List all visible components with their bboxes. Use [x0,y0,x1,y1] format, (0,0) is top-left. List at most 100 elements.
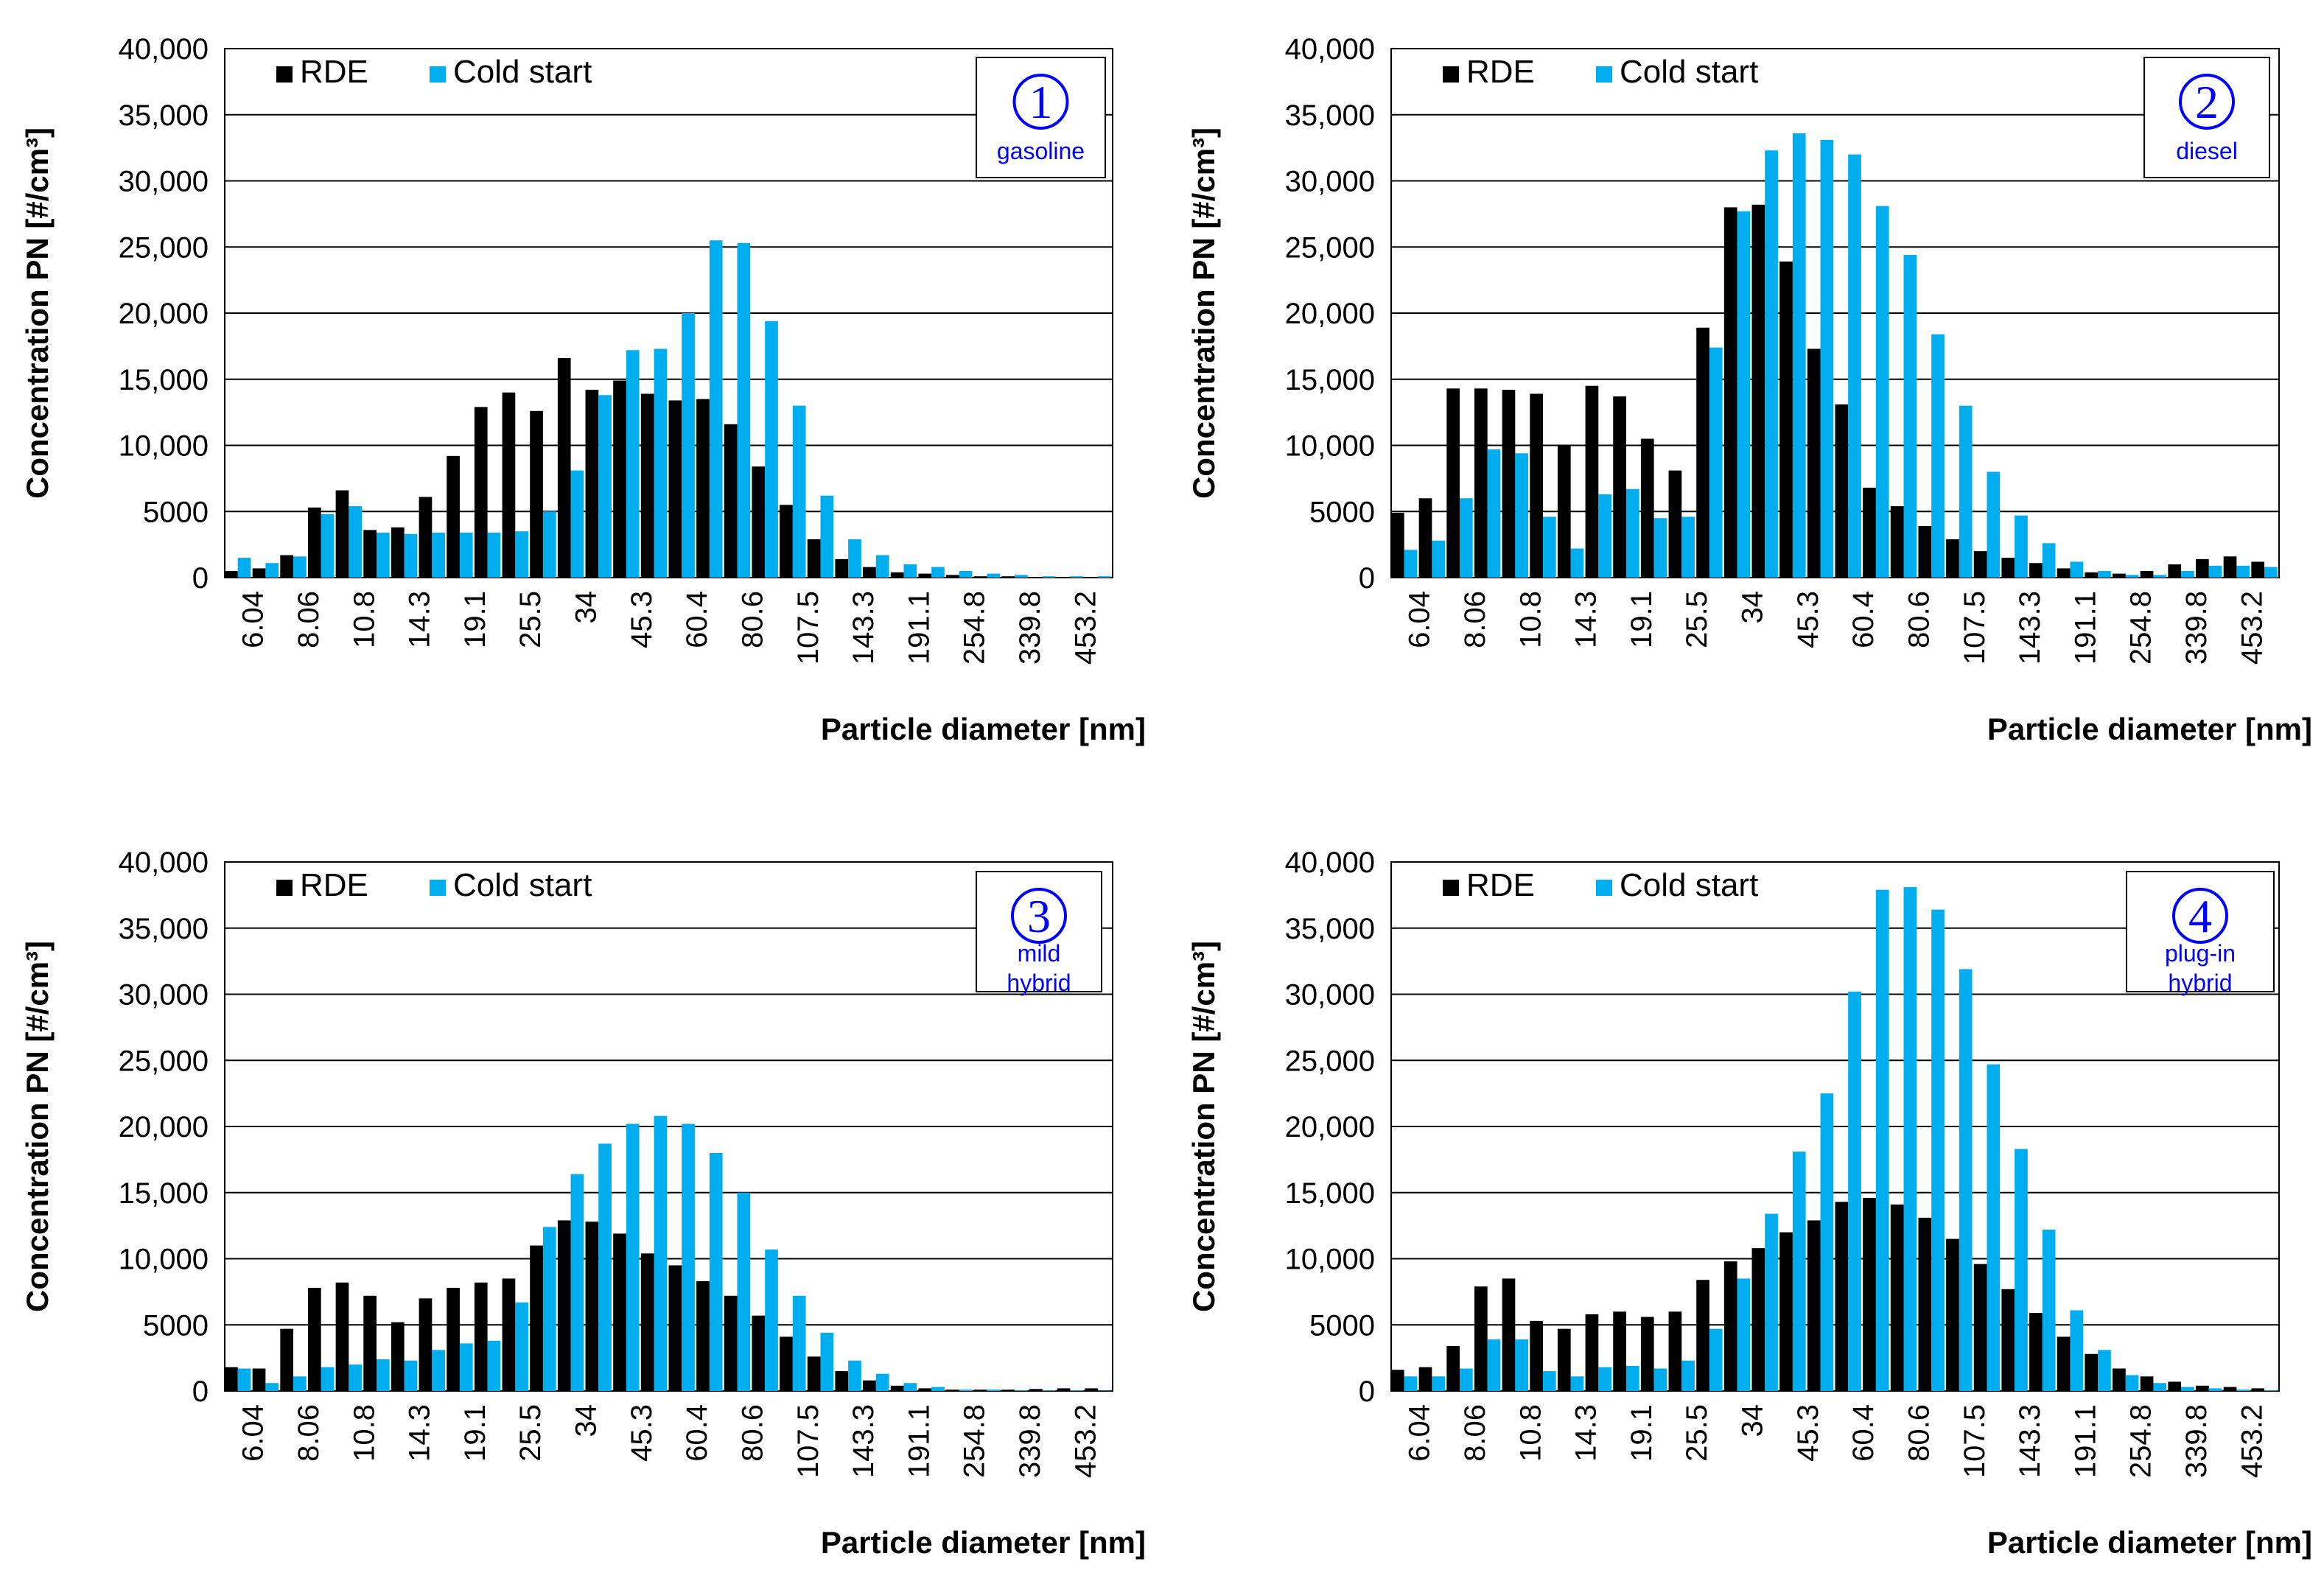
bar-cold-start [931,1387,945,1391]
bar-cold-start [1015,1390,1028,1391]
bar-rde [1779,1232,1793,1391]
bar-rde [530,1245,543,1391]
x-tick-label: 10.8 [1514,591,1547,648]
bar-cold-start [1792,1152,1806,1391]
badge-frame [2143,57,2270,178]
bar-cold-start [1460,498,1473,578]
x-tick-label: 107.5 [1959,591,1991,665]
bar-rde [1057,1388,1071,1391]
x-tick-label: 19.1 [459,1404,491,1462]
bar-cold-start [2208,565,2222,578]
y-tick-label: 25,000 [119,231,209,264]
bar-cold-start [1709,347,1723,578]
y-tick-label: 5000 [1309,496,1375,528]
bar-rde [1502,1278,1516,1391]
bar-rde [1446,388,1460,578]
bar-cold-start [459,1343,473,1391]
bar-cold-start [1570,548,1584,578]
bar-rde [280,555,294,578]
bar-cold-start [1987,472,2001,578]
bar-rde [1946,539,1959,578]
bar-cold-start [2181,1387,2194,1391]
bar-cold-start [820,1333,834,1391]
bar-rde [363,1295,377,1391]
y-tick-label: 15,000 [119,364,209,396]
bar-cold-start [1542,1371,1556,1391]
bar-rde [225,571,238,578]
bar-rde [474,407,488,578]
bar-cold-start [737,1192,751,1391]
bar-rde [696,399,710,578]
y-tick-label: 15,000 [119,1177,209,1210]
bar-rde [2168,1381,2182,1391]
bar-rde [2085,1353,2099,1391]
x-tick-label: 19.1 [1625,591,1658,648]
x-tick-label: 80.6 [1903,591,1935,648]
bar-cold-start [432,532,445,578]
legend-label-cold-start: Cold start [1620,867,1758,903]
badge-number: 2 [2195,76,2219,128]
bar-cold-start [626,350,640,578]
legend-label-rde: RDE [1466,54,1535,90]
bar-cold-start [654,348,668,578]
bar-cold-start [682,1124,695,1391]
x-tick-label: 254.8 [2125,1404,2157,1478]
bar-cold-start [1098,576,1111,578]
bar-cold-start [1848,154,1861,578]
bar-cold-start [265,1383,279,1391]
x-tick-label: 6.04 [1404,1404,1436,1462]
panel-badge: 2 diesel [2143,57,2270,178]
bar-rde [2223,556,2237,578]
x-tick-label: 34 [570,591,603,624]
bar-cold-start [404,533,418,578]
bar-rde [2223,1387,2237,1391]
bar-cold-start [1625,1365,1639,1391]
x-tick-label: 60.4 [681,1404,713,1462]
bar-cold-start [1404,1376,1418,1391]
chart-panel-2: 0 5000 10,000 15,000 20,000 25,000 30,000 35,00… [1186,33,2312,746]
bar-rde [1918,1217,1932,1391]
badge-label-line: mild [1018,940,1061,967]
y-tick-label: 20,000 [119,1111,209,1143]
bar-rde [2196,558,2209,578]
bar-cold-start [2236,565,2250,578]
x-axis-title: Particle diameter [nm] [821,1525,1146,1560]
bar-rde [1973,551,1987,578]
bar-rde [391,527,405,578]
x-tick-label: 10.8 [348,1404,380,1462]
badge-label-line: plug-in [2165,940,2236,967]
bar-rde [1474,388,1488,578]
badge-circle [1012,74,1069,130]
badge-label-line: hybrid [1007,970,1071,996]
badge-label: diesel [2176,138,2238,164]
bar-rde [1751,204,1765,578]
bar-rde [530,410,543,578]
x-tick-label: 191.1 [2069,591,2101,665]
bar-rde [1585,385,1599,578]
bar-cold-start [1460,1368,1473,1391]
bar-cold-start [1487,1339,1501,1391]
bar-rde [2001,1289,2015,1391]
bar-cold-start [293,556,307,578]
x-tick-label: 25.5 [1681,1404,1713,1462]
bar-cold-start [1903,887,1917,1391]
x-tick-label: 339.8 [2180,1404,2213,1478]
bar-rde [557,358,571,578]
bar-rde [307,507,321,578]
x-tick-label: 339.8 [1014,591,1046,665]
bar-rde [1502,390,1516,578]
legend-swatch-rde [1443,880,1459,896]
y-tick-label: 15,000 [1285,364,1375,396]
badge-frame [976,57,1106,178]
y-tick-label: 30,000 [119,979,209,1012]
bar-rde [835,1371,849,1391]
bar-rde [1779,261,1793,578]
bar-rde [752,1315,766,1391]
bar-cold-start [1432,540,1446,578]
bar-cold-start [626,1124,640,1391]
bar-cold-start [570,1174,584,1391]
y-tick-label: 20,000 [1285,298,1375,330]
x-tick-label: 80.6 [736,591,769,648]
bar-cold-start [1931,909,1945,1391]
bar-cold-start [349,1364,363,1391]
